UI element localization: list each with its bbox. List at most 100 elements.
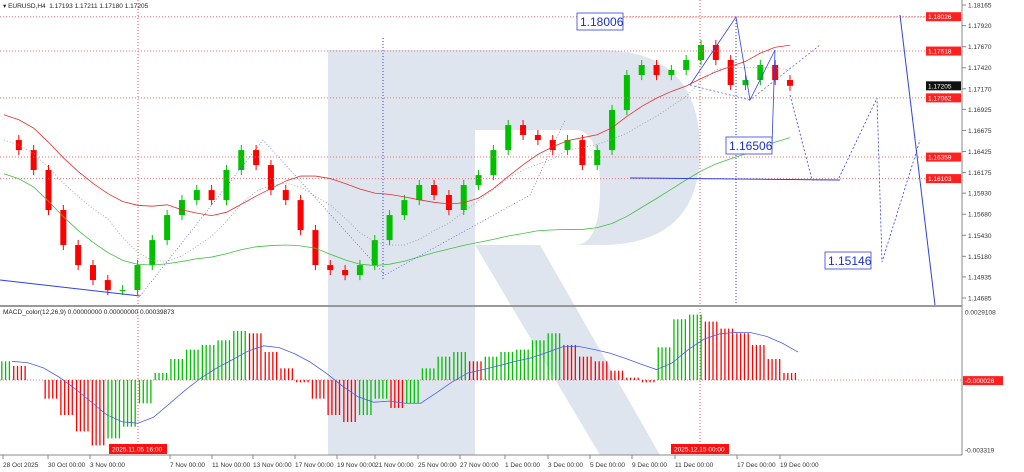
price-tick-label: 1.17420: [968, 65, 992, 72]
macd-header: MACD_color(12,26,9) 0.00000000 0.0000000…: [3, 309, 175, 316]
candle-body: [253, 150, 260, 166]
candle-body: [742, 80, 749, 85]
current-price-badge: [926, 81, 961, 91]
price-level-badge: [926, 12, 961, 22]
candles: [15, 39, 793, 296]
macd-tick-label: -0.003319: [965, 448, 995, 455]
candle-body: [787, 80, 793, 86]
candle-body: [371, 240, 378, 266]
price-tick-label: 1.14935: [968, 274, 992, 281]
candle-body: [178, 200, 185, 216]
time-tick-label: 5 Dec 00:00: [590, 462, 625, 469]
time-tick-label: 30 Oct 00:00: [48, 462, 86, 469]
time-tick-label: 1 Dec 00:00: [505, 462, 540, 469]
candle-body: [594, 150, 601, 166]
price-level-label: 1.16103: [928, 176, 952, 183]
candle-body: [623, 75, 630, 110]
time-tick-label: 3 Nov 00:00: [90, 462, 125, 469]
candle-body: [520, 125, 527, 135]
macd-signal-line: [11, 331, 799, 424]
time-tick-label: 17 Dec 00:00: [737, 462, 776, 469]
candle-body: [282, 190, 289, 201]
time-marker-label: 2025.12.15 00:00: [674, 447, 725, 454]
candle-body: [223, 170, 230, 201]
price-tick-label: 1.16175: [968, 170, 992, 177]
time-marker-badge: [671, 444, 729, 454]
time-tick-label: 19 Dec 00:00: [780, 462, 819, 469]
watermark-logo: [328, 50, 700, 455]
candle-body: [416, 185, 423, 201]
candle-body: [475, 175, 482, 186]
candle-body: [638, 65, 645, 76]
candle-body: [727, 59, 734, 85]
price-tick-label: 1.17670: [968, 44, 992, 51]
candle-body: [119, 290, 126, 292]
forecast-label: 1.16506: [729, 139, 773, 153]
candle-body: [45, 170, 52, 211]
candle-body: [712, 44, 719, 60]
candle-body: [134, 265, 141, 291]
candle-body: [208, 190, 215, 201]
candle-body: [75, 245, 82, 266]
price-level-label: 1.17062: [928, 95, 952, 102]
time-tick-label: 17 Nov 00:00: [295, 462, 334, 469]
time-tick-label: 19 Nov 00:00: [337, 462, 376, 469]
candle-body: [342, 270, 349, 276]
forecast-label-box: [824, 251, 872, 270]
candle-body: [386, 215, 393, 241]
price-tick-label: 1.14685: [968, 296, 992, 303]
time-tick-label: 28 Oct 2025: [3, 462, 39, 469]
channel-line: [689, 44, 821, 101]
forecast-label-box: [576, 12, 624, 31]
candle-body: [698, 44, 705, 60]
current-price-label: 1.17205: [928, 83, 952, 90]
symbol-label: EURUSD,H4: [8, 3, 46, 10]
time-tick-label: 11 Dec 00:00: [675, 462, 714, 469]
candle-body: [267, 165, 274, 191]
candle-body: [164, 215, 171, 241]
candle-body: [683, 59, 690, 70]
candle-body: [564, 140, 571, 151]
ohlc-values: 1.17193 1.17211 1.17180 1.17205: [49, 3, 149, 10]
candle-body: [490, 150, 497, 176]
price-tick-label: 1.16925: [968, 107, 992, 114]
time-tick-label: 27 Nov 00:00: [460, 462, 499, 469]
price-level-badge: [926, 152, 961, 162]
candle-body: [460, 185, 467, 211]
candle-body: [30, 150, 37, 171]
forecast-label: 1.18006: [580, 15, 624, 29]
candle-body: [193, 190, 200, 201]
price-level-badge: [926, 174, 961, 184]
support-line: [629, 177, 841, 181]
forecast-label: 1.15146: [828, 254, 872, 268]
forecast-path: [789, 94, 921, 263]
candle-body: [104, 280, 111, 291]
price-tick-label: 1.15680: [968, 212, 992, 219]
price-level-label: 1.17618: [928, 49, 952, 56]
trend-line: [0, 279, 141, 297]
zigzag-line: [139, 119, 566, 297]
candle-body: [757, 65, 764, 81]
candle-body: [549, 140, 556, 151]
price-level-label: 1.18026: [928, 14, 952, 21]
price-level-label: 1.16359: [928, 155, 952, 162]
candle-body: [401, 200, 408, 216]
candle-body: [238, 150, 245, 171]
candle-body: [60, 210, 67, 246]
price-tick-label: 1.17920: [968, 23, 992, 30]
candle-body: [327, 265, 334, 271]
price-tick-label: 1.15930: [968, 191, 992, 198]
candle-body: [534, 134, 541, 141]
candle-body: [431, 185, 438, 196]
time-tick-label: 9 Dec 00:00: [632, 462, 667, 469]
time-marker-badge: [109, 444, 167, 454]
candle-body: [653, 65, 660, 76]
time-tick-label: 25 Nov 00:00: [418, 462, 457, 469]
candle-body: [668, 69, 675, 76]
time-marker-label: 2025.11.05 16:00: [112, 447, 163, 454]
time-tick-label: 3 Dec 00:00: [548, 462, 583, 469]
ma-slow-line: [3, 137, 791, 266]
time-tick-label: 21 Nov 00:00: [375, 462, 414, 469]
macd-value-badge: [963, 376, 1003, 386]
